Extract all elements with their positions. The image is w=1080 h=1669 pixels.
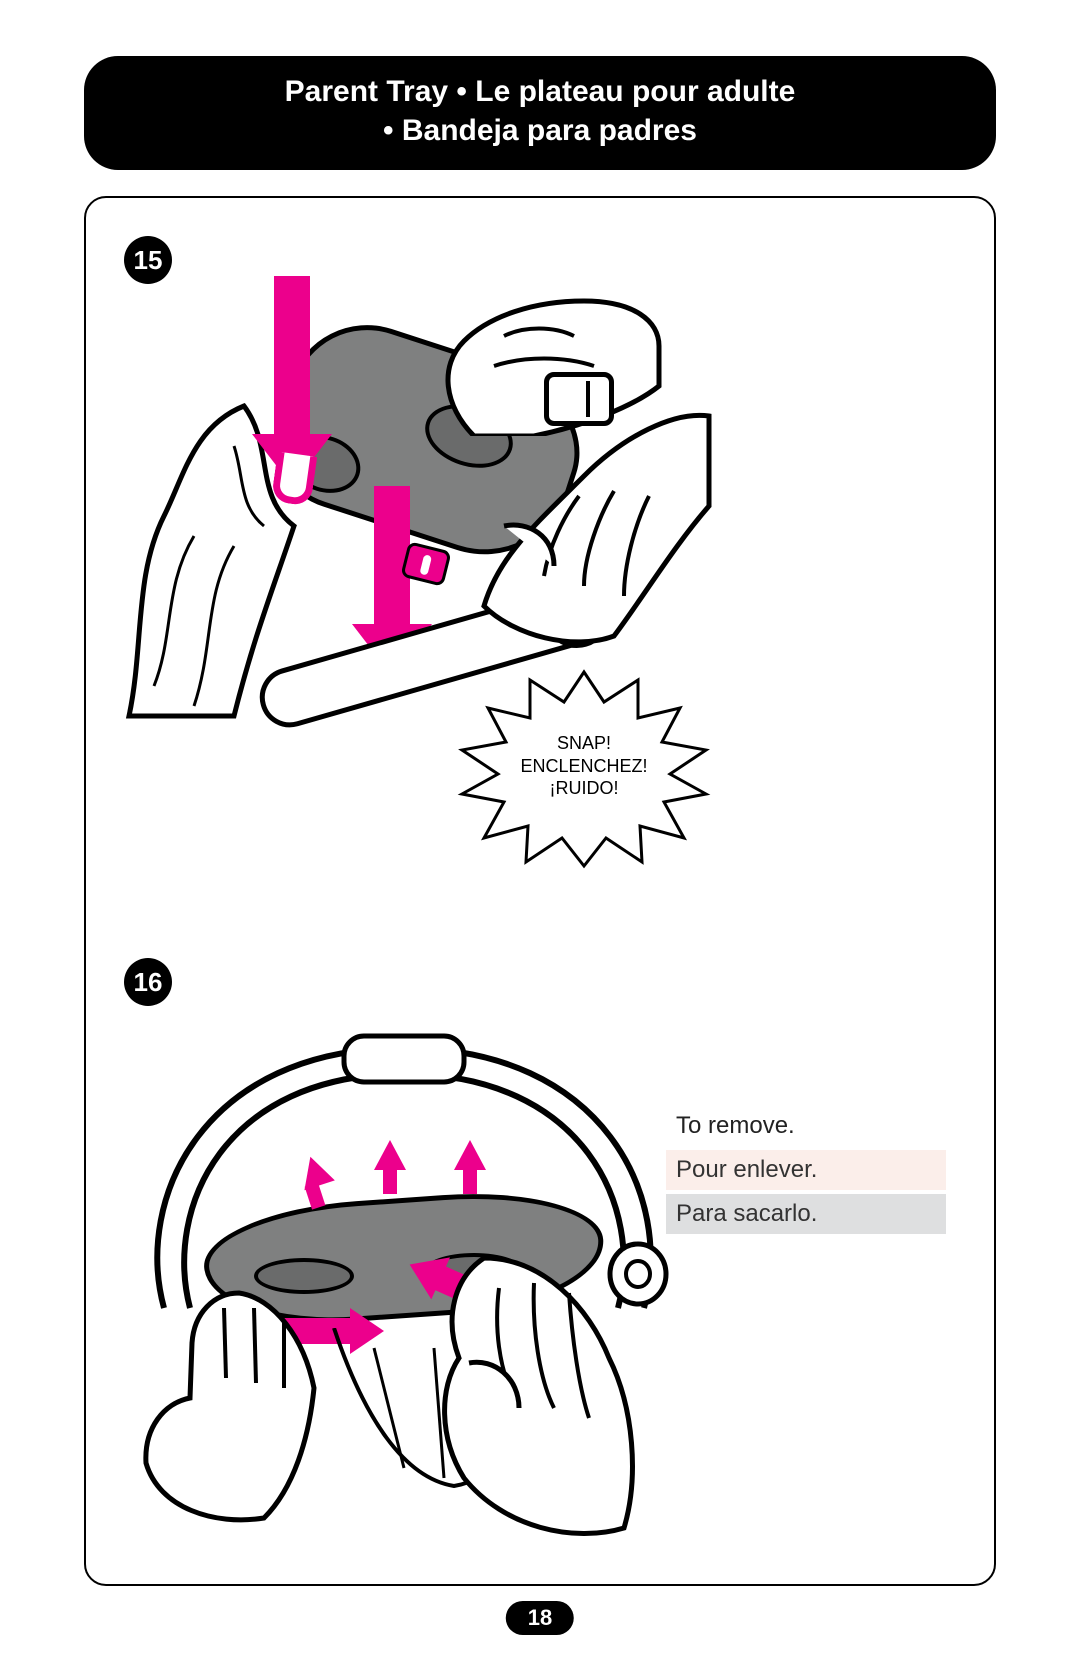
header-line-1: Parent Tray • Le plateau pour adulte — [114, 72, 966, 111]
caption-fr: Pour enlever. — [666, 1150, 946, 1190]
burst-line-2: ENCLENCHEZ! — [520, 755, 647, 778]
hand-right-icon — [424, 1248, 644, 1548]
up-arrow-icon — [454, 1140, 486, 1170]
hand-left-icon — [134, 1288, 334, 1528]
caption-en: To remove. — [666, 1106, 946, 1146]
page-number: 18 — [506, 1601, 574, 1635]
down-arrow-icon — [274, 276, 310, 436]
burst-text: SNAP! ENCLENCHEZ! ¡RUIDO! — [454, 666, 714, 866]
section-header: Parent Tray • Le plateau pour adulte • B… — [84, 56, 996, 170]
instruction-page: Parent Tray • Le plateau pour adulte • B… — [0, 0, 1080, 1669]
header-line-2: • Bandeja para padres — [114, 111, 966, 150]
burst-line-1: SNAP! — [520, 732, 647, 755]
arrow-stem-icon — [383, 1170, 397, 1194]
burst-line-3: ¡RUIDO! — [520, 777, 647, 800]
step-16-illustration — [124, 988, 684, 1528]
step-16: 16 — [124, 958, 954, 1558]
content-panel: 15 — [84, 196, 996, 1586]
step-15: 15 — [124, 236, 684, 856]
step-15-illustration: SNAP! ENCLENCHEZ! ¡RUIDO! — [124, 276, 684, 836]
up-arrow-icon — [374, 1140, 406, 1170]
caption-block: To remove. Pour enlever. Para sacarlo. — [666, 1106, 946, 1238]
snap-burst-callout: SNAP! ENCLENCHEZ! ¡RUIDO! — [454, 666, 714, 866]
caption-es: Para sacarlo. — [666, 1194, 946, 1234]
hand-right-icon — [474, 406, 714, 656]
arrow-stem-icon — [463, 1170, 477, 1194]
